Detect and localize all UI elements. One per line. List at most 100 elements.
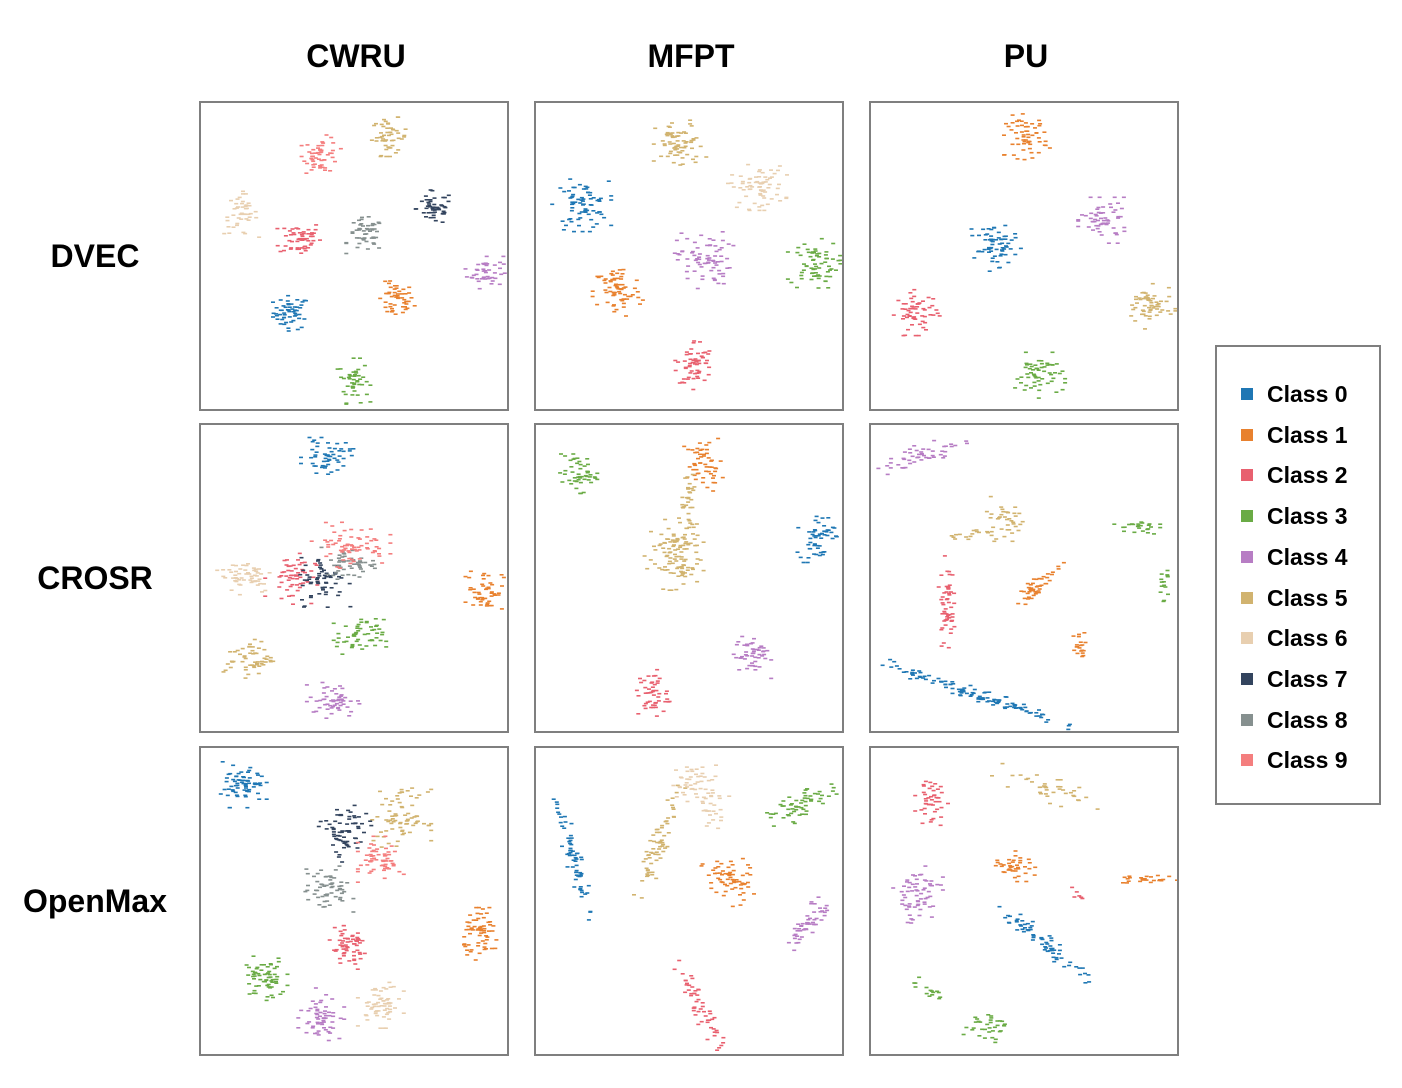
scatter-point <box>1047 935 1052 937</box>
scatter-point <box>1009 239 1014 241</box>
scatter-point <box>481 574 485 577</box>
scatter-point <box>366 216 371 218</box>
scatter-point <box>300 599 304 601</box>
scatter-point <box>309 540 314 542</box>
scatter-point <box>256 580 261 582</box>
scatter-point <box>705 486 710 489</box>
scatter-point <box>1058 786 1063 788</box>
scatter-point <box>225 219 230 222</box>
scatter-point <box>809 798 814 801</box>
scatter-point <box>259 775 264 778</box>
scatter-point <box>351 371 356 373</box>
scatter-point <box>618 288 623 290</box>
scatter-point <box>674 769 678 771</box>
scatter-point <box>1094 215 1099 217</box>
scatter-point <box>229 660 234 663</box>
scatter-point <box>980 1028 985 1031</box>
scatter-point <box>1024 880 1029 883</box>
scatter-point <box>370 229 375 231</box>
scatter-point <box>964 1026 969 1029</box>
scatter-point <box>264 781 269 784</box>
scatter-point <box>806 918 811 921</box>
scatter-point <box>383 140 388 142</box>
scatter-point <box>907 448 912 450</box>
scatter-point <box>730 174 735 176</box>
scatter-point <box>1016 707 1021 709</box>
cluster-class-4 <box>296 987 347 1042</box>
scatter-point <box>292 233 297 236</box>
scatter-point <box>674 555 679 558</box>
scatter-point <box>315 872 320 875</box>
scatter-point <box>306 898 311 901</box>
scatter-point <box>251 653 256 655</box>
scatter-point <box>748 177 753 180</box>
scatter-point <box>935 990 940 993</box>
scatter-point <box>335 641 340 644</box>
scatter-point <box>816 535 821 537</box>
scatter-point <box>336 839 341 841</box>
scatter-point <box>1089 212 1094 215</box>
scatter-point <box>1045 362 1050 365</box>
scatter-point <box>1020 113 1025 115</box>
scatter-point <box>258 978 263 981</box>
scatter-point <box>279 575 284 577</box>
scatter-point <box>813 248 818 250</box>
scatter-point <box>776 169 780 172</box>
scatter-point <box>814 255 819 257</box>
scatter-point <box>689 125 694 127</box>
scatter-point <box>392 850 397 853</box>
scatter-point <box>996 701 1000 704</box>
scatter-point <box>710 789 715 791</box>
scatter-point <box>338 534 343 537</box>
scatter-point <box>653 853 658 856</box>
scatter-point <box>1067 964 1072 967</box>
scatter-point <box>800 813 804 815</box>
scatter-point <box>317 706 322 709</box>
scatter-panel <box>534 423 844 733</box>
scatter-point <box>309 169 314 171</box>
scatter-point <box>688 522 693 524</box>
scatter-point <box>483 271 488 274</box>
scatter-point <box>710 792 715 794</box>
scatter-point <box>665 554 670 557</box>
scatter-point <box>311 1025 316 1028</box>
scatter-point <box>577 212 582 215</box>
scatter-point <box>325 541 330 543</box>
scatter-point <box>990 260 995 263</box>
scatter-point <box>745 644 750 647</box>
scatter-point <box>305 1022 310 1025</box>
scatter-point <box>374 140 379 142</box>
scatter-point <box>362 237 367 239</box>
scatter-point <box>921 300 925 302</box>
legend-label: Class 7 <box>1267 665 1348 692</box>
scatter-point <box>932 810 937 813</box>
scatter-point <box>365 1019 370 1021</box>
scatter-point <box>253 992 258 995</box>
scatter-point <box>352 635 357 637</box>
scatter-point <box>299 556 304 559</box>
scatter-point <box>670 797 675 799</box>
scatter-point <box>665 131 670 134</box>
scatter-point <box>429 788 434 791</box>
scatter-point <box>711 239 716 241</box>
scatter-point <box>246 219 251 221</box>
scatter-point <box>706 779 711 782</box>
scatter-point <box>603 282 608 284</box>
scatter-point <box>382 134 386 137</box>
scatter-point <box>928 314 933 316</box>
scatter-point <box>1043 582 1048 585</box>
scatter-point <box>654 851 659 853</box>
scatter-point <box>575 852 580 855</box>
scatter-point <box>373 1003 378 1005</box>
scatter-point <box>595 478 600 481</box>
scatter-point <box>792 927 797 930</box>
scatter-point <box>333 895 338 898</box>
scatter-point <box>244 564 249 567</box>
scatter-point <box>671 545 676 548</box>
scatter-point <box>338 962 343 964</box>
scatter-point <box>1041 575 1046 578</box>
scatter-point <box>247 645 252 648</box>
scatter-point <box>745 655 750 657</box>
scatter-point <box>287 239 292 242</box>
scatter-point <box>285 300 290 302</box>
